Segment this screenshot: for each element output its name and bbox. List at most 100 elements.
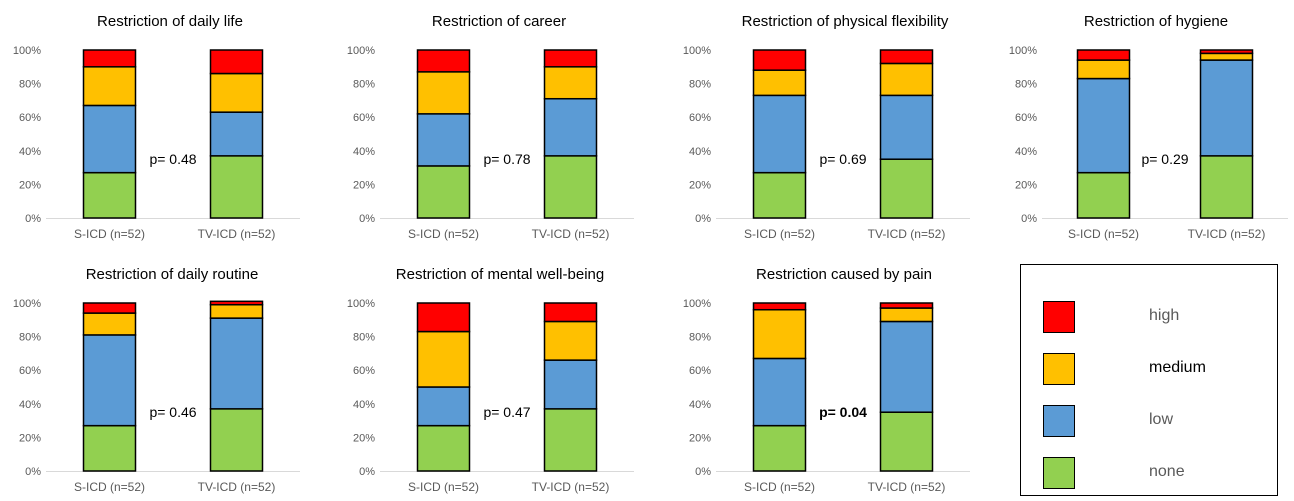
y-tick-label: 60%	[19, 365, 41, 377]
bar-segment-medium	[879, 307, 934, 323]
bar-segment-high	[752, 49, 807, 71]
x-tick-label: S-ICD (n=52)	[74, 480, 145, 494]
chart-title: Restriction of mental well-being	[396, 266, 604, 283]
y-tick-label: 60%	[353, 365, 375, 377]
chart-title: Restriction of career	[432, 13, 566, 30]
bar-segment-low	[209, 111, 264, 157]
legend-swatch-none	[1043, 457, 1075, 489]
bar-segment-none	[752, 171, 807, 219]
y-tick-label: 80%	[689, 332, 711, 344]
y-tick-label: 20%	[1015, 179, 1037, 191]
x-tick-label: S-ICD (n=52)	[74, 227, 145, 241]
y-tick-label: 80%	[19, 79, 41, 91]
y-tick-label: 100%	[347, 45, 375, 57]
bar-segment-none	[209, 155, 264, 219]
x-tick-label: S-ICD (n=52)	[1068, 227, 1139, 241]
y-tick-label: 0%	[1021, 213, 1037, 225]
p-value-annotation: p= 0.47	[483, 404, 530, 420]
bar-segment-none	[879, 411, 934, 472]
x-tick-label: TV-ICD (n=52)	[198, 227, 276, 241]
x-tick-label: TV-ICD (n=52)	[1188, 227, 1266, 241]
y-tick-label: 60%	[19, 112, 41, 124]
bar-segment-low	[209, 317, 264, 410]
legend-swatch-medium	[1043, 353, 1075, 385]
bar-segment-none	[543, 408, 598, 472]
y-tick-label: 20%	[19, 179, 41, 191]
bar-segment-medium	[82, 66, 137, 107]
y-tick-label: 100%	[683, 298, 711, 310]
legend: high medium low none	[1020, 264, 1278, 496]
bar-segment-medium	[209, 72, 264, 113]
y-tick-label: 20%	[689, 432, 711, 444]
y-tick-label: 100%	[13, 45, 41, 57]
bar-segment-low	[416, 386, 471, 427]
y-tick-label: 60%	[689, 365, 711, 377]
p-value-annotation: p= 0.46	[149, 404, 196, 420]
y-tick-label: 20%	[19, 432, 41, 444]
legend-label-high: high	[1149, 307, 1180, 324]
y-tick-label: 100%	[13, 298, 41, 310]
x-tick-label: TV-ICD (n=52)	[532, 480, 610, 494]
bar-segment-none	[82, 171, 137, 219]
y-tick-label: 0%	[695, 213, 711, 225]
y-tick-label: 0%	[25, 466, 41, 478]
bar-segment-medium	[879, 62, 934, 97]
y-tick-label: 40%	[353, 146, 375, 158]
bar-segment-high	[879, 49, 934, 65]
p-value-annotation: p= 0.04	[819, 404, 867, 420]
bar-segment-low	[752, 94, 807, 174]
y-tick-label: 40%	[19, 399, 41, 411]
x-tick-label: S-ICD (n=52)	[744, 227, 815, 241]
bar-segment-medium	[752, 69, 807, 97]
bar-segment-medium	[752, 308, 807, 360]
y-tick-label: 40%	[19, 146, 41, 158]
chart-title: Restriction of hygiene	[1084, 13, 1228, 30]
y-tick-label: 80%	[353, 79, 375, 91]
bar-segment-none	[752, 424, 807, 472]
bar-segment-medium	[209, 303, 264, 319]
y-tick-label: 80%	[353, 332, 375, 344]
bar-segment-low	[879, 94, 934, 160]
y-tick-label: 60%	[689, 112, 711, 124]
x-tick-label: TV-ICD (n=52)	[868, 227, 946, 241]
bar-segment-medium	[543, 66, 598, 100]
bar-segment-low	[1076, 77, 1131, 174]
bar-segment-low	[1199, 59, 1254, 157]
y-tick-label: 40%	[353, 399, 375, 411]
bar-segment-medium	[416, 71, 471, 115]
y-tick-label: 40%	[689, 146, 711, 158]
y-tick-label: 40%	[689, 399, 711, 411]
bar-segment-medium	[82, 312, 137, 336]
y-tick-label: 60%	[1015, 112, 1037, 124]
y-tick-label: 40%	[1015, 146, 1037, 158]
bar-segment-none	[209, 408, 264, 472]
bar-segment-medium	[1076, 59, 1131, 80]
bar-segment-high	[82, 49, 137, 68]
chart-title: Restriction of physical flexibility	[742, 13, 949, 30]
bar-segment-low	[752, 357, 807, 427]
bar-segment-none	[1076, 171, 1131, 219]
bar-segment-low	[416, 113, 471, 167]
y-tick-label: 0%	[695, 466, 711, 478]
bar-segment-none	[82, 424, 137, 472]
chart-title: Restriction of daily life	[97, 13, 243, 30]
legend-item-none: none	[1043, 457, 1263, 493]
bar-segment-low	[82, 334, 137, 427]
x-tick-label: TV-ICD (n=52)	[198, 480, 276, 494]
y-tick-label: 20%	[689, 179, 711, 191]
y-tick-label: 0%	[359, 466, 375, 478]
bar-segment-low	[543, 97, 598, 157]
bar-segment-none	[543, 155, 598, 219]
p-value-annotation: p= 0.48	[149, 151, 196, 167]
y-tick-label: 60%	[353, 112, 375, 124]
legend-item-medium: medium	[1043, 353, 1263, 389]
bar-segment-high	[82, 302, 137, 314]
chart-title: Restriction caused by pain	[756, 266, 932, 283]
bar-segment-high	[209, 49, 264, 75]
bar-segment-none	[1199, 155, 1254, 219]
y-tick-label: 100%	[1009, 45, 1037, 57]
bar-segment-high	[1199, 49, 1254, 55]
p-value-annotation: p= 0.69	[819, 151, 866, 167]
y-tick-label: 80%	[19, 332, 41, 344]
y-tick-label: 80%	[1015, 79, 1037, 91]
